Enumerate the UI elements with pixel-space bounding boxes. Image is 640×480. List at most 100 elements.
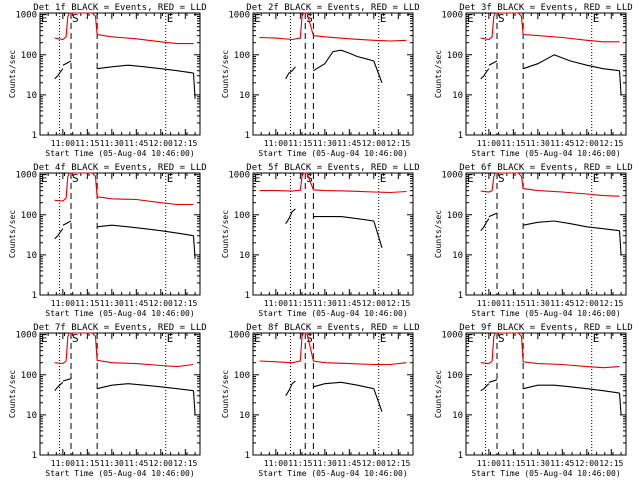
series-events-line bbox=[522, 220, 620, 232]
plot-frame bbox=[39, 12, 201, 136]
series-events-line bbox=[97, 224, 194, 237]
x-tick-label: 11:45 bbox=[124, 299, 148, 308]
y-tick-label: 10 bbox=[26, 251, 37, 261]
panel-det-4: 1 10 100 1000 11:00 11:15 11:30 11:45 12:00 12:15… bbox=[8, 163, 207, 318]
y-tick-label: 1 bbox=[32, 451, 37, 461]
x-axis-label: Start Time (05-Aug-04 10:46:00) bbox=[45, 149, 194, 158]
y-tick-label: 100 bbox=[447, 51, 463, 61]
y-tick-label: 1000 bbox=[441, 171, 463, 181]
x-tick-label: 12:15 bbox=[173, 459, 197, 468]
marker-label: S bbox=[72, 172, 79, 185]
panel-det-3: 1 10 100 1000 11:00 11:15 11:30 11:45 12:00 12:15… bbox=[434, 3, 633, 158]
panel-det-9: 1 10 100 1000 11:00 11:15 11:30 11:45 12:00 12:15… bbox=[434, 323, 633, 478]
x-tick-label: 12:00 bbox=[362, 459, 386, 468]
marker-label: S bbox=[306, 332, 313, 345]
x-tick-label: 11:15 bbox=[288, 139, 312, 148]
marker-label: E bbox=[41, 172, 48, 185]
series-lld-line bbox=[259, 332, 407, 366]
marker-label: E bbox=[41, 332, 48, 345]
marker-label: S bbox=[498, 12, 505, 25]
y-tick-label: 1000 bbox=[228, 11, 250, 21]
plot-frame bbox=[465, 172, 627, 296]
y-tick-label: 10 bbox=[452, 251, 463, 261]
y-axis-label: Counts/sec bbox=[221, 370, 230, 418]
y-tick-label: 1000 bbox=[228, 171, 250, 181]
panel-det-8: 1 10 100 1000 11:00 11:15 11:30 11:45 12:00 12:15… bbox=[221, 323, 420, 478]
plot-frame bbox=[252, 332, 414, 456]
marker-label: E bbox=[467, 12, 474, 25]
series-events-line bbox=[62, 60, 72, 66]
y-tick-label: 100 bbox=[21, 371, 37, 381]
panel-title: Det 9f BLACK = Events, RED = LLD bbox=[459, 323, 632, 333]
series-lld-line bbox=[259, 12, 407, 42]
x-tick-label: 11:15 bbox=[288, 459, 312, 468]
x-tick-label: 11:45 bbox=[550, 139, 574, 148]
x-tick-label: 11:00 bbox=[264, 459, 288, 468]
x-tick-label: 12:00 bbox=[575, 299, 599, 308]
panel-title: Det 7f BLACK = Events, RED = LLD bbox=[33, 323, 206, 333]
x-tick-label: 12:00 bbox=[149, 459, 173, 468]
x-tick-label: 11:45 bbox=[337, 139, 361, 148]
y-tick-label: 100 bbox=[447, 371, 463, 381]
y-tick-label: 10 bbox=[26, 91, 37, 101]
panel-title: Det 8f BLACK = Events, RED = LLD bbox=[246, 323, 419, 333]
panel-title: Det 5f BLACK = Events, RED = LLD bbox=[246, 163, 419, 173]
y-tick-label: 1000 bbox=[228, 331, 250, 341]
y-tick-label: 10 bbox=[26, 411, 37, 421]
panel-title: Det 4f BLACK = Events, RED = LLD bbox=[33, 163, 206, 173]
marker-label: S bbox=[498, 172, 505, 185]
y-tick-label: 1000 bbox=[15, 331, 37, 341]
panel-det-2: 1 10 100 1000 11:00 11:15 11:30 11:45 12:00 12:15… bbox=[221, 3, 420, 158]
x-tick-label: 11:00 bbox=[477, 459, 501, 468]
x-tick-label: 11:15 bbox=[501, 299, 525, 308]
x-tick-label: 11:45 bbox=[550, 459, 574, 468]
marker-label: S bbox=[306, 12, 313, 25]
x-tick-label: 11:00 bbox=[477, 139, 501, 148]
marker-label: E bbox=[380, 172, 387, 185]
x-tick-label: 12:15 bbox=[599, 299, 623, 308]
y-axis-label: Counts/sec bbox=[434, 50, 443, 98]
series-events-line bbox=[313, 381, 374, 390]
marker-label: E bbox=[380, 332, 387, 345]
x-axis-label: Start Time (05-Aug-04 10:46:00) bbox=[45, 309, 194, 318]
y-tick-label: 1000 bbox=[15, 171, 37, 181]
x-tick-label: 11:30 bbox=[313, 459, 337, 468]
series-lld-line bbox=[480, 12, 620, 43]
x-tick-label: 11:00 bbox=[51, 139, 75, 148]
panel-det-1: 1 10 100 1000 11:00 11:15 11:30 11:45 12:00 12:15… bbox=[8, 3, 207, 158]
x-axis-label: Start Time (05-Aug-04 10:46:00) bbox=[471, 309, 620, 318]
x-tick-label: 12:00 bbox=[362, 299, 386, 308]
marker-label: S bbox=[72, 332, 79, 345]
marker-label: E bbox=[380, 12, 387, 25]
x-tick-label: 11:30 bbox=[526, 459, 550, 468]
marker-label: E bbox=[167, 12, 174, 25]
plot-frame bbox=[252, 12, 414, 136]
x-tick-label: 12:15 bbox=[386, 139, 410, 148]
y-axis-label: Counts/sec bbox=[8, 210, 17, 258]
x-tick-label: 11:15 bbox=[501, 459, 525, 468]
y-axis-label: Counts/sec bbox=[221, 210, 230, 258]
y-tick-label: 1000 bbox=[441, 11, 463, 21]
series-events-line bbox=[488, 60, 498, 66]
marker-label: E bbox=[167, 332, 174, 345]
y-axis-label: Counts/sec bbox=[221, 50, 230, 98]
series-events-line bbox=[373, 220, 383, 248]
y-tick-label: 10 bbox=[239, 411, 250, 421]
series-events-line bbox=[618, 70, 622, 95]
y-tick-label: 100 bbox=[234, 371, 250, 381]
series-events-line bbox=[618, 393, 622, 415]
y-tick-label: 100 bbox=[447, 211, 463, 221]
y-tick-label: 1 bbox=[245, 131, 250, 141]
series-lld-line bbox=[259, 172, 407, 194]
series-events-line bbox=[285, 208, 296, 224]
x-tick-label: 11:15 bbox=[75, 299, 99, 308]
series-events-line bbox=[192, 73, 196, 99]
marker-label: E bbox=[254, 332, 261, 345]
series-events-line bbox=[285, 380, 296, 396]
series-events-line bbox=[313, 216, 374, 222]
marker-label: E bbox=[467, 332, 474, 345]
x-tick-label: 11:45 bbox=[337, 459, 361, 468]
x-tick-label: 11:30 bbox=[100, 139, 124, 148]
series-events-line bbox=[480, 68, 490, 80]
series-events-line bbox=[62, 220, 72, 226]
